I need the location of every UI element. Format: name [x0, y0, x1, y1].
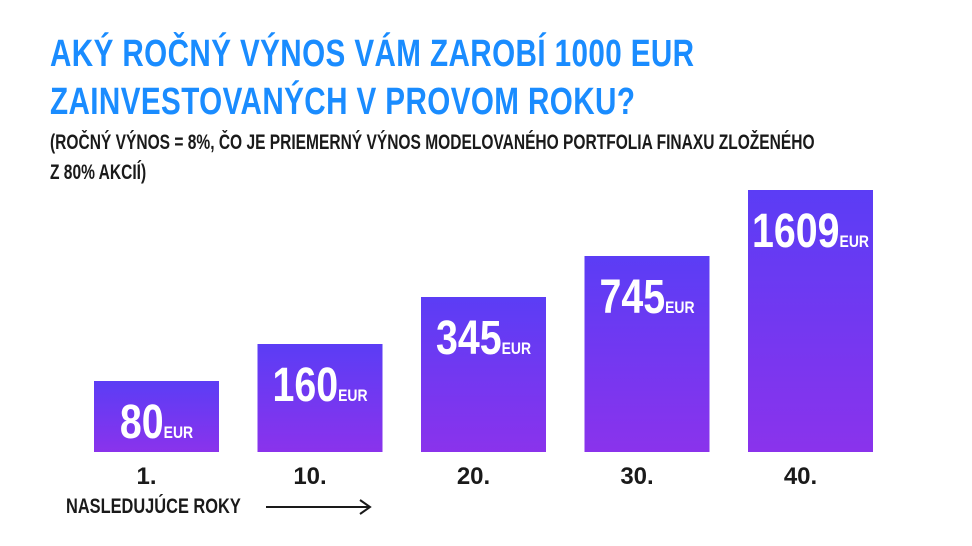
x-tick-label-5: 40.	[784, 463, 817, 490]
x-tick-label-1: 1.	[136, 463, 156, 490]
x-tick-label-2: 10.	[293, 463, 326, 490]
bar-value-1: 80	[120, 395, 164, 449]
bar-3	[421, 297, 546, 452]
bar-unit-2: EUR	[338, 387, 367, 406]
bar-unit-5: EUR	[840, 233, 869, 252]
title-line-1: AKÝ ROČNÝ VÝNOS VÁM ZAROBÍ 1000 EUR	[50, 33, 695, 75]
bar-2	[257, 344, 383, 452]
title-line-2: ZAINVESTOVANÝCH V PROVOM ROKU?	[50, 81, 636, 123]
bar-unit-3: EUR	[502, 340, 531, 359]
bar-5	[748, 190, 873, 452]
bar-value-label-3: 345EUR	[436, 311, 531, 365]
subtitle-line-2: Z 80% AKCIÍ)	[50, 161, 147, 184]
x-axis-caption: NASLEDUJÚCE ROKY	[66, 495, 241, 518]
bar-value-label-5: 1609EUR	[752, 204, 869, 258]
chart-subtitle: (ROČNÝ VÝNOS = 8%, ČO JE PRIEMERNÝ VÝNOS…	[50, 128, 901, 188]
bar-value-4: 745	[599, 270, 665, 324]
subtitle-line-1: (ROČNÝ VÝNOS = 8%, ČO JE PRIEMERNÝ VÝNOS…	[50, 131, 815, 154]
bar-unit-4: EUR	[665, 299, 694, 318]
bar-value-label-1: 80EUR	[120, 395, 193, 449]
bar-value-3: 345	[436, 311, 502, 365]
x-tick-label-4: 30.	[620, 463, 653, 490]
bar-4	[584, 256, 710, 452]
bar-value-5: 1609	[752, 204, 840, 258]
chart-title: AKÝ ROČNÝ VÝNOS VÁM ZAROBÍ 1000 EUR ZAIN…	[50, 30, 752, 126]
bar-value-label-2: 160EUR	[272, 358, 367, 412]
bar-1	[94, 381, 219, 452]
arrow-right-icon	[266, 499, 372, 515]
bars-group: 80EUR1.160EUR10.345EUR20.745EUR30.1609EU…	[94, 190, 873, 490]
bar-value-2: 160	[272, 358, 338, 412]
bar-unit-1: EUR	[164, 424, 193, 443]
bar-value-label-4: 745EUR	[599, 270, 694, 324]
x-tick-label-3: 20.	[457, 463, 490, 490]
